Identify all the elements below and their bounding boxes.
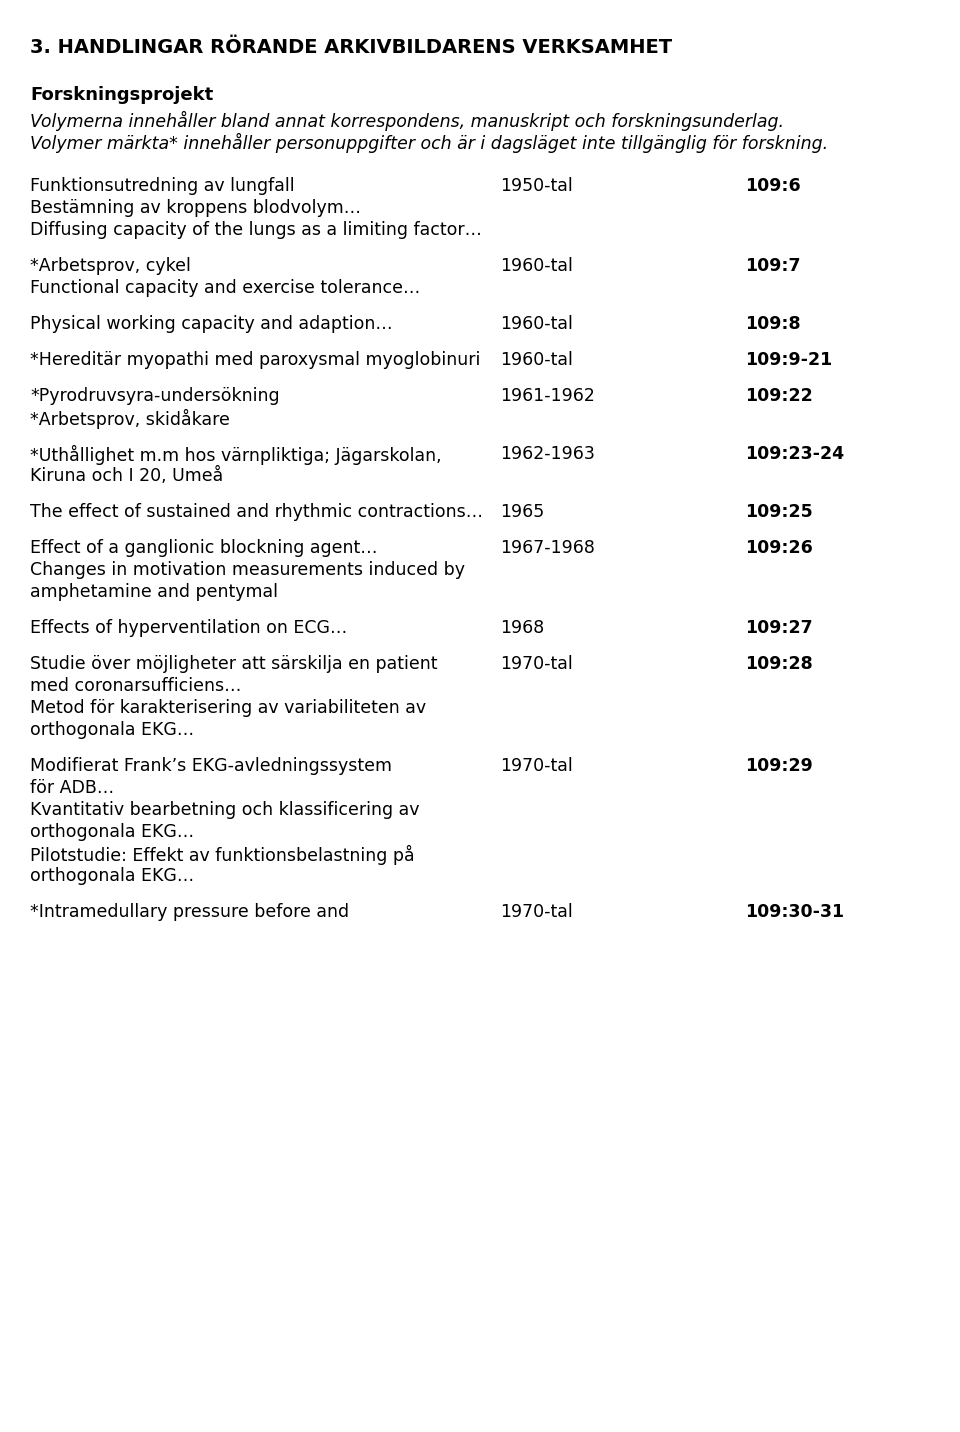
Text: 1962-1963: 1962-1963 xyxy=(500,444,595,463)
Text: 1967-1968: 1967-1968 xyxy=(500,538,595,557)
Text: 109:7: 109:7 xyxy=(745,256,801,275)
Text: 1970-tal: 1970-tal xyxy=(500,654,573,673)
Text: Functional capacity and exercise tolerance…: Functional capacity and exercise toleran… xyxy=(30,279,420,296)
Text: 1960-tal: 1960-tal xyxy=(500,256,573,275)
Text: för ADB…: för ADB… xyxy=(30,779,114,796)
Text: Physical working capacity and adaption…: Physical working capacity and adaption… xyxy=(30,315,393,332)
Text: 109:26: 109:26 xyxy=(745,538,813,557)
Text: Bestämning av kroppens blodvolym…: Bestämning av kroppens blodvolym… xyxy=(30,199,361,216)
Text: 109:30-31: 109:30-31 xyxy=(745,902,844,921)
Text: 1970-tal: 1970-tal xyxy=(500,902,573,921)
Text: 1950-tal: 1950-tal xyxy=(500,176,573,195)
Text: Volymer märkta* innehåller personuppgifter och är i dagsläget inte tillgänglig f: Volymer märkta* innehåller personuppgift… xyxy=(30,133,828,153)
Text: 1965: 1965 xyxy=(500,503,544,521)
Text: *Hereditär myopathi med paroxysmal myoglobinuri: *Hereditär myopathi med paroxysmal myogl… xyxy=(30,351,480,368)
Text: med coronarsufficiens…: med coronarsufficiens… xyxy=(30,676,241,695)
Text: 109:9-21: 109:9-21 xyxy=(745,351,832,368)
Text: 3. HANDLINGAR RÖRANDE ARKIVBILDARENS VERKSAMHET: 3. HANDLINGAR RÖRANDE ARKIVBILDARENS VER… xyxy=(30,39,672,57)
Text: 1960-tal: 1960-tal xyxy=(500,315,573,332)
Text: 109:25: 109:25 xyxy=(745,503,813,521)
Text: amphetamine and pentymal: amphetamine and pentymal xyxy=(30,583,278,600)
Text: Studie över möjligheter att särskilja en patient: Studie över möjligheter att särskilja en… xyxy=(30,654,438,673)
Text: Volymerna innehåller bland annat korrespondens, manuskript och forskningsunderla: Volymerna innehåller bland annat korresp… xyxy=(30,110,784,130)
Text: Kvantitativ bearbetning och klassificering av: Kvantitativ bearbetning och klassificeri… xyxy=(30,800,420,819)
Text: 109:23-24: 109:23-24 xyxy=(745,444,844,463)
Text: 109:28: 109:28 xyxy=(745,654,813,673)
Text: 109:22: 109:22 xyxy=(745,387,813,405)
Text: Modifierat Frank’s EKG-avledningssystem: Modifierat Frank’s EKG-avledningssystem xyxy=(30,756,392,775)
Text: *Intramedullary pressure before and: *Intramedullary pressure before and xyxy=(30,902,349,921)
Text: Metod för karakterisering av variabiliteten av: Metod för karakterisering av variabilite… xyxy=(30,699,426,716)
Text: *Pyrodruvsyra-undersökning: *Pyrodruvsyra-undersökning xyxy=(30,387,279,405)
Text: 1968: 1968 xyxy=(500,619,544,637)
Text: 1970-tal: 1970-tal xyxy=(500,756,573,775)
Text: Pilotstudie: Effekt av funktionsbelastning på: Pilotstudie: Effekt av funktionsbelastni… xyxy=(30,845,415,865)
Text: *Arbetsprov, cykel: *Arbetsprov, cykel xyxy=(30,256,191,275)
Text: orthogonala EKG…: orthogonala EKG… xyxy=(30,866,194,885)
Text: orthogonala EKG…: orthogonala EKG… xyxy=(30,822,194,841)
Text: Diffusing capacity of the lungs as a limiting factor…: Diffusing capacity of the lungs as a lim… xyxy=(30,221,482,239)
Text: 1961-1962: 1961-1962 xyxy=(500,387,595,405)
Text: Kiruna och I 20, Umeå: Kiruna och I 20, Umeå xyxy=(30,467,224,484)
Text: 109:29: 109:29 xyxy=(745,756,813,775)
Text: Changes in motivation measurements induced by: Changes in motivation measurements induc… xyxy=(30,560,465,579)
Text: Forskningsprojekt: Forskningsprojekt xyxy=(30,86,213,105)
Text: The effect of sustained and rhythmic contractions…: The effect of sustained and rhythmic con… xyxy=(30,503,483,521)
Text: *Uthållighet m.m hos värnpliktiga; Jägarskolan,: *Uthållighet m.m hos värnpliktiga; Jägar… xyxy=(30,444,442,464)
Text: Effect of a ganglionic blockning agent…: Effect of a ganglionic blockning agent… xyxy=(30,538,377,557)
Text: 109:27: 109:27 xyxy=(745,619,812,637)
Text: Effects of hyperventilation on ECG…: Effects of hyperventilation on ECG… xyxy=(30,619,348,637)
Text: orthogonala EKG…: orthogonala EKG… xyxy=(30,720,194,739)
Text: 109:8: 109:8 xyxy=(745,315,801,332)
Text: Funktionsutredning av lungfall: Funktionsutredning av lungfall xyxy=(30,176,295,195)
Text: 1960-tal: 1960-tal xyxy=(500,351,573,368)
Text: 109:6: 109:6 xyxy=(745,176,801,195)
Text: *Arbetsprov, skidåkare: *Arbetsprov, skidåkare xyxy=(30,408,229,428)
